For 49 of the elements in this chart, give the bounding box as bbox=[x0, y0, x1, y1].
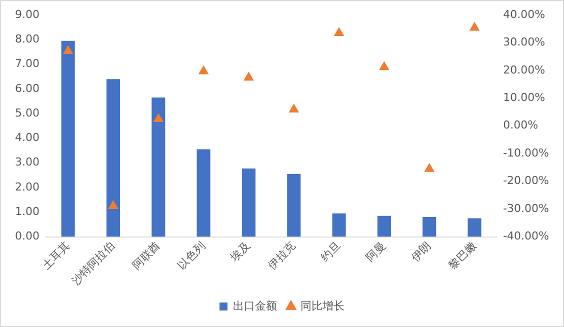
point bbox=[108, 200, 118, 210]
y-tick-label: 7.00 bbox=[14, 57, 40, 70]
point bbox=[198, 66, 208, 74]
y-tick-label: 2.00 bbox=[14, 180, 40, 194]
bar bbox=[287, 174, 301, 237]
legend-label: 出口金额 bbox=[233, 299, 277, 312]
y2-tick-label: 40.00% bbox=[503, 8, 546, 21]
bar bbox=[196, 149, 210, 237]
x-tick-label: 阿曼 bbox=[364, 239, 388, 264]
x-tick-label: 阿联酋 bbox=[130, 239, 163, 272]
y-tick-label: 8.00 bbox=[14, 32, 40, 46]
y2-tick-label: -40.00% bbox=[503, 230, 550, 243]
y2-tick-label: -30.00% bbox=[503, 202, 550, 215]
point bbox=[424, 163, 434, 172]
x-tick-label: 以色列 bbox=[175, 239, 208, 272]
y-tick-label: 0.00 bbox=[14, 230, 40, 243]
y2-tick-label: 20.00% bbox=[503, 63, 546, 76]
y2-tick-label: 0.00% bbox=[503, 118, 538, 132]
point bbox=[154, 113, 164, 122]
x-tick-label: 约旦 bbox=[318, 239, 344, 264]
y-tick-label: 9.00 bbox=[14, 8, 40, 21]
y-tick-label: 5.00 bbox=[14, 106, 40, 120]
bar bbox=[61, 40, 75, 237]
x-tick-label: 伊拉克 bbox=[265, 239, 298, 272]
point bbox=[289, 104, 299, 113]
bar bbox=[152, 98, 166, 237]
x-tick-label: 伊朗 bbox=[408, 239, 434, 264]
bar bbox=[106, 79, 120, 237]
y2-tick-label: -10.00% bbox=[503, 146, 550, 160]
y-tick-label: 1.00 bbox=[14, 204, 40, 218]
y2-tick-label: 30.00% bbox=[503, 36, 546, 49]
x-tick-label: 黎巴嫩 bbox=[446, 239, 479, 272]
point bbox=[470, 22, 480, 31]
y2-tick-label: 10.00% bbox=[503, 91, 546, 104]
bar bbox=[377, 216, 391, 237]
legend-label: 同比增长 bbox=[300, 299, 344, 312]
y-tick-label: 6.00 bbox=[14, 82, 40, 95]
x-tick-label: 埃及 bbox=[227, 239, 253, 265]
y-tick-label: 4.00 bbox=[14, 131, 40, 144]
bar bbox=[242, 168, 256, 237]
point bbox=[379, 62, 390, 70]
y2-tick-label: -20.00% bbox=[503, 174, 550, 188]
bar bbox=[332, 213, 346, 237]
point bbox=[63, 46, 73, 54]
bar bbox=[422, 217, 436, 237]
y-tick-label: 3.00 bbox=[14, 156, 40, 169]
point bbox=[244, 72, 254, 81]
point bbox=[334, 28, 344, 36]
bar bbox=[468, 218, 482, 237]
